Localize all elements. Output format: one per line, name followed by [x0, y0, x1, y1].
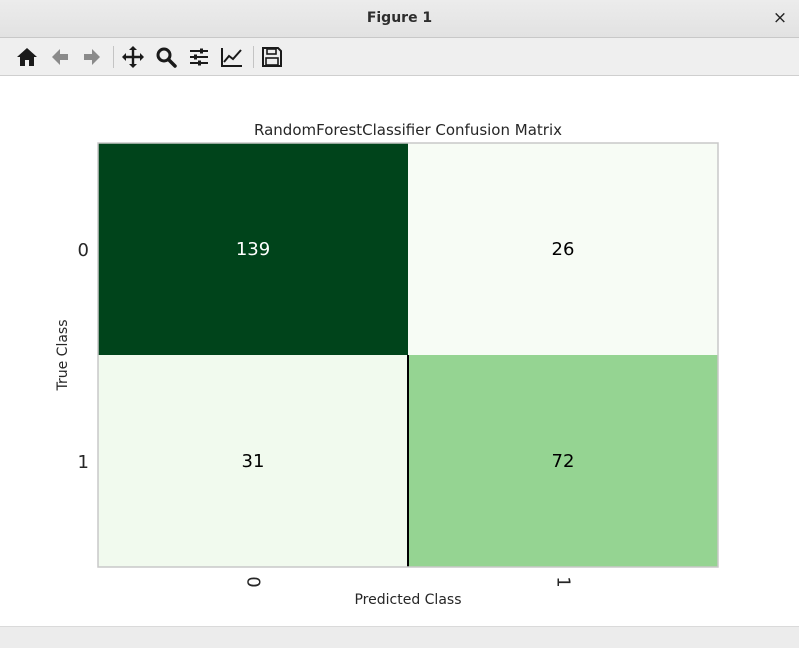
zoom-icon [156, 47, 177, 68]
toolbar [0, 38, 799, 76]
close-button[interactable]: × [772, 8, 788, 28]
confusion-matrix-chart: RandomForestClassifier Confusion Matrix … [55, 121, 719, 608]
save-icon [262, 47, 282, 67]
heatmap-cell [408, 143, 718, 355]
heatmap-cell [98, 143, 408, 355]
toolbar-separator [113, 46, 114, 68]
heatmap-cell [408, 355, 718, 567]
toolbar-separator [253, 46, 254, 68]
figure-canvas[interactable]: RandomForestClassifier Confusion Matrix … [0, 76, 799, 626]
plot-frame [97, 142, 719, 568]
title-bar: Figure 1 × [0, 0, 799, 38]
forward-icon [84, 49, 100, 65]
home-button[interactable] [14, 44, 40, 70]
forward-button[interactable] [79, 44, 105, 70]
cell-value-label: 72 [552, 451, 575, 472]
subplots-icon [190, 48, 208, 66]
x-axis-label: Predicted Class [354, 592, 461, 608]
pan-button[interactable] [120, 44, 146, 70]
y-axis-label: True Class [55, 319, 71, 391]
home-icon [17, 48, 37, 66]
cell-value-label: 26 [552, 239, 575, 260]
y-tick-label: 1 [78, 452, 89, 473]
chart-title: RandomForestClassifier Confusion Matrix [254, 121, 562, 139]
back-icon [52, 49, 68, 65]
cell-value-label: 139 [236, 239, 270, 260]
back-button[interactable] [47, 44, 73, 70]
y-tick-label: 0 [78, 240, 89, 261]
x-tick-label: 0 [243, 576, 264, 587]
pan-icon [122, 46, 144, 68]
cell-value-label: 31 [242, 451, 265, 472]
window-title: Figure 1 [366, 10, 433, 26]
x-tick-label: 1 [553, 576, 574, 587]
customize-button[interactable] [219, 44, 245, 70]
save-button[interactable] [259, 44, 285, 70]
subplots-button[interactable] [186, 44, 212, 70]
customize-icon [221, 48, 242, 67]
status-bar [0, 626, 799, 648]
zoom-button[interactable] [153, 44, 179, 70]
heatmap-cell [98, 355, 408, 567]
